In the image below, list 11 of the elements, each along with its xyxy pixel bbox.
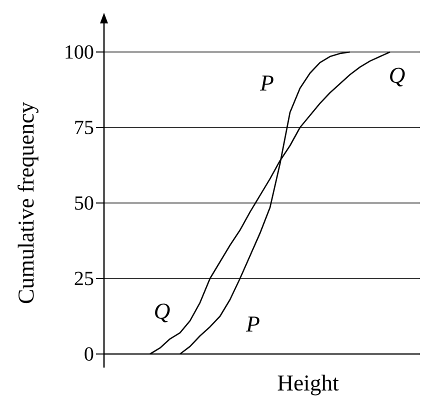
y-tick-label: 50 [75,196,94,210]
text: P [260,76,274,91]
series-label: P [246,316,260,332]
y-tick-label: 25 [74,272,94,286]
series-label: Q [390,68,405,86]
y-axis-title: Cumulative frequency [18,102,38,304]
y-tick-label: 0 [84,347,94,361]
x-axis-title: Height [278,374,339,396]
text: Q [155,304,170,322]
y-tick-label: 75 [75,120,94,134]
y-tick-label: 100 [66,45,94,59]
